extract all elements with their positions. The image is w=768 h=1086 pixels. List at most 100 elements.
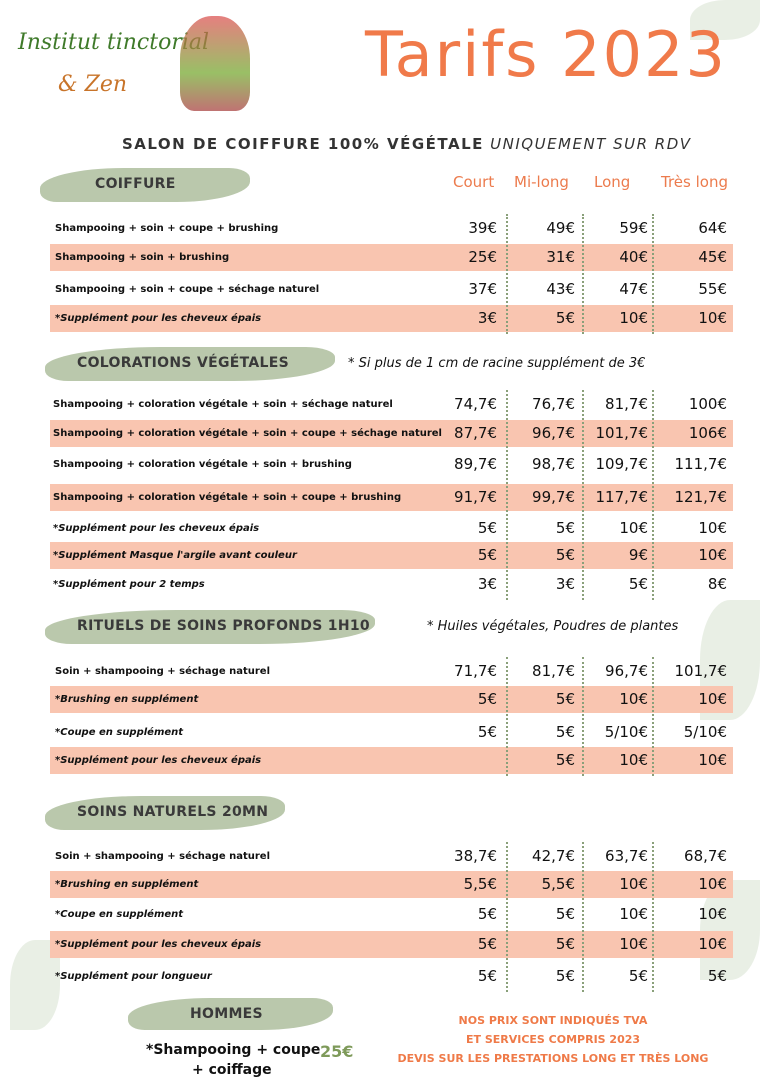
price: 49€ [546,219,575,237]
price: 3€ [477,309,497,327]
price: 63,7€ [605,847,648,865]
price: 3€ [477,575,497,593]
logo-figure [180,16,250,111]
column-separator [652,842,654,992]
price: 5€ [555,905,575,923]
hommes-price: 25€ [320,1042,354,1061]
row-label: *Coupe en supplément [55,727,184,738]
price: 55€ [698,280,727,298]
price: 96,7€ [532,424,575,442]
section-brush [45,347,335,381]
subtitle-main: SALON DE COIFFURE 100% VÉGÉTALE [122,135,484,153]
price: 5€ [555,723,575,741]
price: 10€ [619,935,648,953]
column-separator [506,214,508,334]
row-label: Soin + shampooing + séchage naturel [55,666,271,677]
price: 42,7€ [532,847,575,865]
price: 5€ [555,967,575,985]
section-note: * Si plus de 1 cm de racine supplément d… [348,356,646,371]
price: 9€ [628,546,648,564]
price: 31€ [546,248,575,266]
row-highlight [50,244,733,271]
row-label: *Supplément Masque l'argile avant couleu… [53,550,297,561]
column-separator [652,390,654,600]
price: 5€ [477,905,497,923]
column-separator [582,842,584,992]
row-label: *Supplément pour les cheveux épais [55,939,262,950]
price: 10€ [698,309,727,327]
column-header: Court [453,173,495,191]
price: 5€ [555,935,575,953]
price: 64€ [698,219,727,237]
column-header: Long [594,173,631,191]
price: 10€ [619,905,648,923]
logo-line1: Institut tinctorial [18,30,210,55]
subtitle-note: UNIQUEMENT SUR RDV [490,135,692,153]
price: 5/10€ [604,723,648,741]
column-header: Mi-long [514,173,569,191]
subtitle: SALON DE COIFFURE 100% VÉGÉTALE UNIQUEME… [122,135,692,153]
price: 5€ [477,519,497,537]
price: 87,7€ [454,424,497,442]
column-separator [582,214,584,334]
price: 45€ [698,248,727,266]
row-label: Shampooing + coloration végétale + soin … [53,492,402,503]
hommes-label: + coiffage [192,1062,272,1078]
footer-line: ET SERVICES COMPRIS 2023 [465,1033,641,1046]
column-separator [506,390,508,600]
row-label: Shampooing + coloration végétale + soin … [53,428,442,439]
price: 43€ [546,280,575,298]
price: 89,7€ [454,455,497,473]
price: 5€ [555,519,575,537]
section-brush [128,998,333,1030]
price: 68,7€ [684,847,727,865]
price: 5/10€ [683,723,727,741]
row-label: *Supplément pour les cheveux épais [55,313,262,324]
row-highlight [50,420,733,447]
column-separator [582,657,584,776]
price: 101,7€ [595,424,649,442]
row-highlight [50,305,733,332]
section-brush [40,168,250,202]
price: 5€ [477,690,497,708]
hommes-label: *Shampooing + coupe [146,1042,321,1058]
price: 10€ [698,935,727,953]
section-title: COIFFURE [95,176,176,192]
row-label: Shampooing + coloration végétale + soin … [53,399,393,410]
price: 96,7€ [605,662,648,680]
row-highlight [50,542,733,569]
price: 71,7€ [454,662,497,680]
price: 5,5€ [541,875,575,893]
price: 106€ [688,424,727,442]
price: 10€ [619,309,648,327]
price: 99,7€ [532,488,575,506]
price: 59€ [619,219,648,237]
price: 111,7€ [674,455,728,473]
price: 3€ [555,575,575,593]
section-note: * Huiles végétales, Poudres de plantes [427,619,679,634]
row-highlight [50,686,733,713]
price: 109,7€ [595,455,649,473]
price: 10€ [698,751,727,769]
price: 5€ [477,546,497,564]
row-label: Soin + shampooing + séchage naturel [55,851,271,862]
section-title: RITUELS DE SOINS PROFONDS 1H10 [77,618,370,634]
price: 10€ [698,690,727,708]
section-title: SOINS NATURELS 20MN [77,804,269,820]
price: 47€ [619,280,648,298]
price: 38,7€ [454,847,497,865]
price: 5€ [555,690,575,708]
price: 5€ [555,751,575,769]
row-label: *Brushing en supplément [55,879,199,890]
price: 10€ [619,751,648,769]
price: 39€ [468,219,497,237]
column-separator [506,842,508,992]
row-label: Shampooing + soin + coupe + séchage natu… [55,284,320,295]
price: 5€ [628,967,648,985]
column-separator [652,214,654,334]
section-brush [45,796,285,830]
price: 98,7€ [532,455,575,473]
price: 37€ [468,280,497,298]
row-highlight [50,484,733,511]
